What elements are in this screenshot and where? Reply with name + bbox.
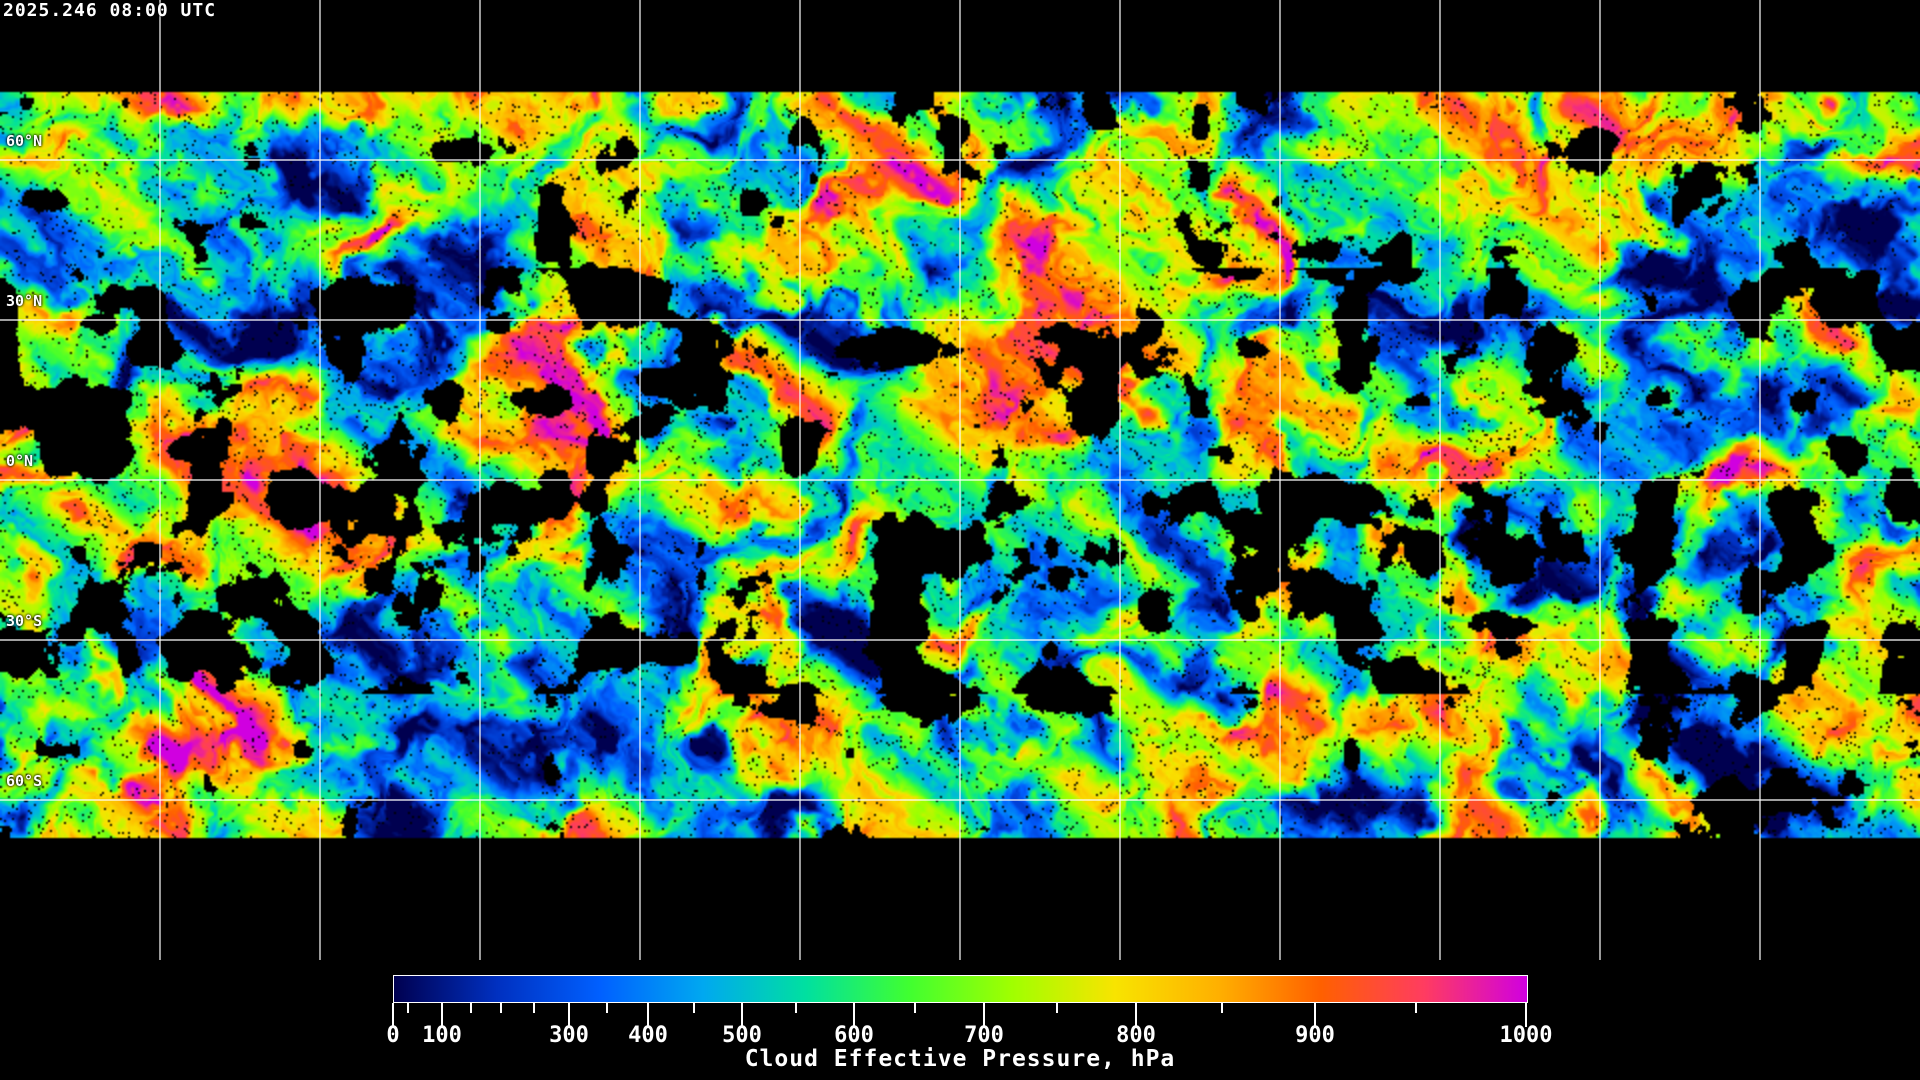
colorbar-tick-label: 600 [834,1023,874,1048]
colorbar-tick-label: 300 [549,1023,589,1048]
colorbar-title: Cloud Effective Pressure, hPa [744,1046,1176,1072]
colorbar-tick-label: 1000 [1499,1023,1553,1048]
lat-label-60n: 60°N [6,132,43,150]
colorbar-tick-label: 800 [1116,1023,1156,1048]
colorbar-minor-tick [1415,1003,1417,1013]
cloud-pressure-map [0,0,1920,960]
colorbar-major-tick [1314,1003,1316,1027]
colorbar-major-tick [1525,1003,1527,1027]
colorbar-minor-tick [500,1003,502,1013]
lat-label-60s: 60°S [6,772,43,790]
lat-label-30n: 30°N [6,292,43,310]
timestamp: 2025.246 08:00 UTC [3,0,217,21]
colorbar-major-tick [392,1003,394,1027]
colorbar-minor-tick [1221,1003,1223,1013]
colorbar-tick-label: 900 [1295,1023,1335,1048]
colorbar [393,975,1528,1003]
colorbar-minor-tick [795,1003,797,1013]
colorbar-major-tick [441,1003,443,1027]
colorbar-minor-tick [533,1003,535,1013]
colorbar-major-tick [853,1003,855,1027]
lat-label-30s: 30°S [6,612,43,630]
colorbar-major-tick [983,1003,985,1027]
colorbar-ticks: 0 100 300 400 500 600 700 800 900 1000 [0,1003,1920,1073]
colorbar-tick-label: 700 [964,1023,1004,1048]
colorbar-minor-tick [470,1003,472,1013]
lat-lon-grid [0,0,1920,960]
colorbar-tick-label: 500 [722,1023,762,1048]
colorbar-major-tick [568,1003,570,1027]
colorbar-tick-label: 0 [386,1023,400,1048]
colorbar-major-tick [1135,1003,1137,1027]
colorbar-minor-tick [407,1003,409,1013]
colorbar-minor-tick [606,1003,608,1013]
colorbar-major-tick [647,1003,649,1027]
colorbar-minor-tick [914,1003,916,1013]
colorbar-tick-label: 400 [628,1023,668,1048]
colorbar-minor-tick [1056,1003,1058,1013]
colorbar-major-tick [741,1003,743,1027]
lat-label-0n: 0°N [6,452,34,470]
colorbar-tick-label: 100 [422,1023,462,1048]
colorbar-minor-tick [693,1003,695,1013]
